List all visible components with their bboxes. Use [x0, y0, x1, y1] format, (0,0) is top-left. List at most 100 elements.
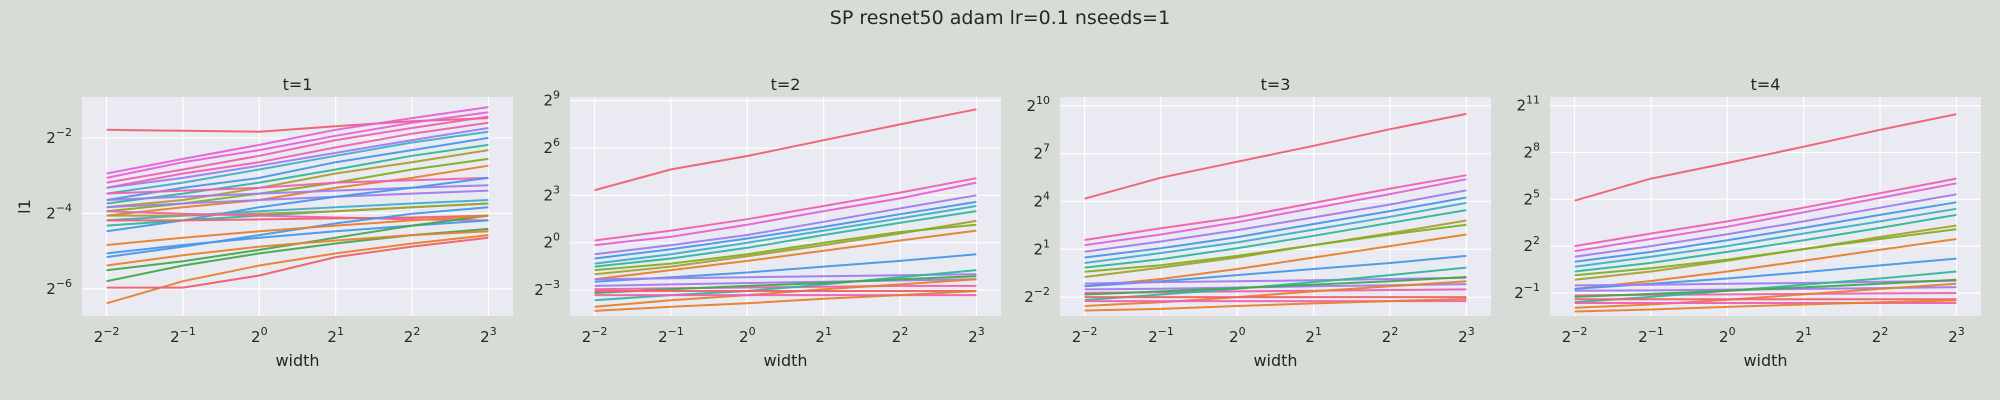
x-tick-label: 20 [1229, 325, 1246, 346]
series-line-4 [106, 115, 489, 184]
series-line-13 [106, 176, 489, 195]
x-tick-label: 23 [1948, 325, 1965, 346]
x-tick-label: 21 [815, 325, 832, 346]
series-line-6 [1084, 201, 1467, 264]
series-line-7 [594, 210, 977, 268]
y-tick-label: 2−1 [1514, 281, 1540, 302]
series-line-9 [106, 143, 489, 205]
y-tick-label: 22 [1523, 234, 1540, 255]
x-tick-label: 22 [1382, 325, 1399, 346]
x-tick-label: 21 [1795, 325, 1812, 346]
y-tick-label: 25 [1523, 187, 1540, 208]
series-line-16 [1084, 276, 1467, 296]
series-line-2 [1084, 174, 1467, 241]
x-axis-label: width [1253, 351, 1297, 370]
series-line-3 [1084, 178, 1467, 247]
series-line-7 [1084, 209, 1467, 269]
series-line-8 [106, 136, 489, 201]
x-tick-label: 22 [1872, 325, 1889, 346]
y-tick-label: 2−2 [46, 126, 72, 147]
series-line-10 [106, 149, 489, 209]
series-line-20 [1574, 299, 1957, 313]
y-axis-label: l1 [15, 199, 34, 214]
plot-area [1550, 97, 1981, 316]
series-line-9 [1574, 228, 1957, 277]
y-tick-label: 211 [1516, 94, 1540, 115]
figure-suptitle: SP resnet50 adam lr=0.1 nseeds=1 [830, 7, 1170, 29]
x-tick-label: 20 [1719, 325, 1736, 346]
series-line-5 [594, 200, 977, 260]
panel-3: 2−2 2−1 20 21 22 23 210 27 24 21 2−2 t=3 width [1024, 75, 1491, 370]
series-line-5 [1084, 196, 1467, 259]
y-tick-label: 27 [1033, 142, 1050, 163]
x-tick-label: 2−2 [582, 325, 608, 346]
series-line-6 [594, 205, 977, 265]
y-tick-label: 29 [543, 89, 560, 110]
series-line-27 [106, 230, 489, 267]
x-tick-label: 2−2 [94, 325, 120, 346]
series-line-9 [1084, 223, 1467, 273]
x-tick-label: 2−1 [1148, 325, 1174, 346]
y-tick-label: 21 [1033, 237, 1050, 258]
series-line-15 [106, 189, 489, 209]
series-line-7 [106, 130, 489, 195]
x-tick-label: 23 [1458, 325, 1475, 346]
series-line-19 [106, 202, 489, 217]
y-tick-label: 26 [543, 136, 560, 157]
panel-title: t=2 [771, 75, 801, 94]
series-line-6 [1574, 207, 1957, 268]
series-line-1 [1574, 113, 1957, 202]
series-line-12 [1574, 279, 1957, 287]
panel-1: 2−2 2−1 20 21 22 23 2−2 2−4 2−6 t=1 width l1 [15, 75, 513, 370]
x-tick-label: 2−1 [1638, 325, 1664, 346]
y-tick-label: 23 [543, 183, 560, 204]
x-tick-label: 20 [251, 325, 268, 346]
x-tick-label: 2−2 [1072, 325, 1098, 346]
x-tick-label: 2−2 [1562, 325, 1588, 346]
series-group [106, 106, 489, 305]
series-line-16 [1574, 278, 1957, 298]
series-line-15 [1574, 270, 1957, 304]
series-line-14 [106, 184, 489, 201]
series-line-4 [1084, 189, 1467, 253]
series-line-16 [594, 275, 977, 294]
x-tick-label: 2−1 [170, 325, 196, 346]
series-line-10 [594, 229, 977, 281]
x-axis-label: width [275, 351, 319, 370]
series-line-5 [1574, 201, 1957, 263]
series-line-17 [1574, 282, 1957, 309]
x-tick-label: 23 [480, 325, 497, 346]
series-line-2 [594, 177, 977, 242]
series-line-9 [594, 223, 977, 272]
y-tick-label: 28 [1523, 140, 1540, 161]
y-tick-label: 20 [543, 231, 560, 252]
series-line-29 [106, 236, 489, 289]
series-line-20 [594, 290, 977, 312]
x-tick-label: 21 [327, 325, 344, 346]
y-tick-label: 2−6 [46, 277, 72, 298]
series-line-10 [1084, 233, 1467, 288]
panel-title: t=4 [1751, 75, 1781, 94]
series-group [594, 108, 977, 312]
y-tick-label: 24 [1033, 189, 1050, 210]
series-line-3 [1574, 182, 1957, 253]
series-line-3 [594, 181, 977, 247]
panel-title: t=1 [283, 75, 313, 94]
y-tick-label: 2−2 [1024, 285, 1050, 306]
series-line-17 [594, 278, 977, 308]
series-line-4 [1574, 193, 1957, 258]
panel-4: 2−2 2−1 20 21 22 23 211 28 25 22 2−1 t=4 width [1514, 75, 1981, 370]
series-line-10 [1574, 238, 1957, 290]
series-line-26 [106, 214, 489, 246]
series-line-1 [1084, 112, 1467, 200]
series-line-13 [594, 278, 977, 287]
series-line-2 [106, 106, 489, 175]
y-tick-label: 2−3 [534, 278, 560, 299]
x-tick-label: 21 [1305, 325, 1322, 346]
series-line-17 [1084, 280, 1467, 307]
series-line-4 [594, 194, 977, 256]
series-line-6 [106, 127, 489, 189]
panel-2: 2−2 2−1 20 21 22 23 29 26 23 20 2−3 t=2 width [534, 75, 1001, 370]
